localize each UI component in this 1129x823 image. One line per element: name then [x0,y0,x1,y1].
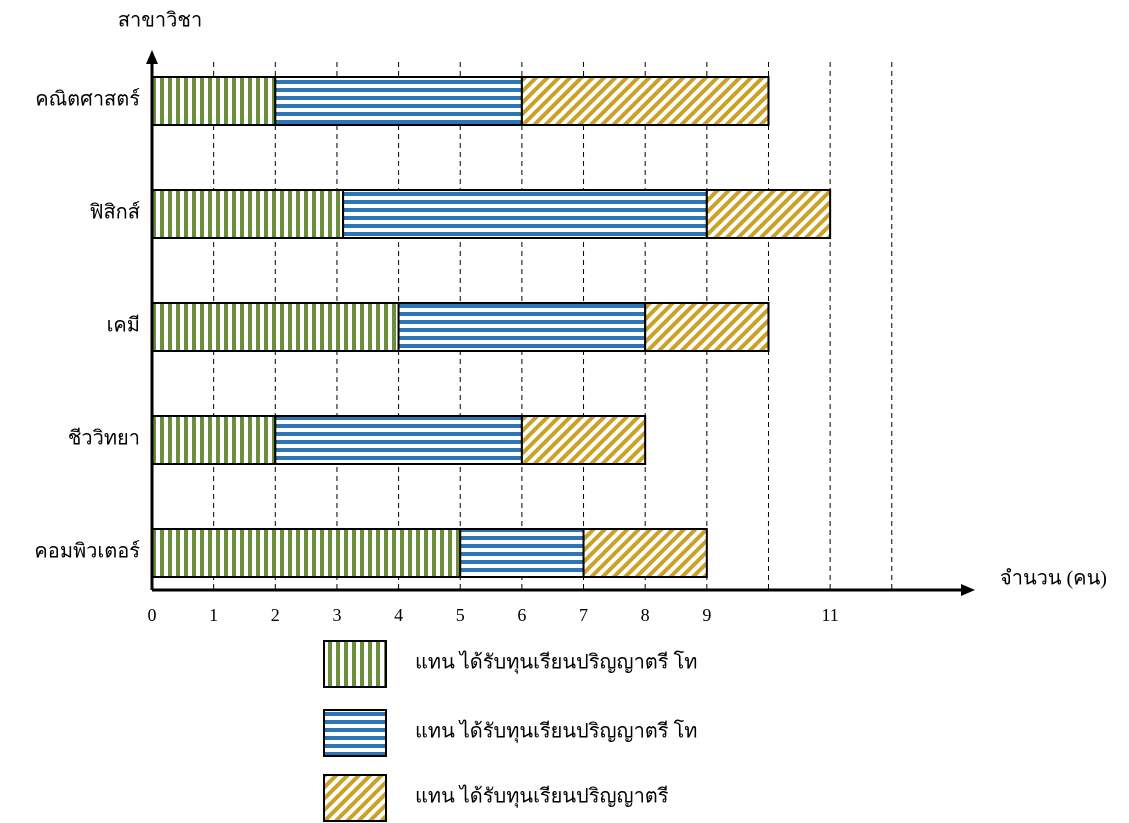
bar-segment [274,415,523,465]
bar-segment [151,76,277,126]
y-axis-title: สาขาวิชา [118,10,202,32]
x-tick-label: 0 [148,605,157,625]
x-tick-label: 9 [702,605,711,625]
x-tick-label: 7 [579,605,588,625]
legend-label: แทน ได้รับทุนเรียนปริญญาตรี โท [415,651,697,675]
x-tick-label: 3 [332,605,341,625]
x-axis-arrow [961,584,975,596]
legend-swatch [323,640,387,688]
bar-segment [151,189,345,239]
bar-segment [644,302,770,352]
bar-segment [520,76,770,126]
x-axis-title: จำนวน (คน) [1000,568,1107,590]
y-tick-label: คอมพิวเตอร์ [34,540,140,563]
y-tick-label: ฟิสิกส์ [89,201,140,224]
y-tick-label: คณิตศาสตร์ [35,88,140,111]
x-tick-label: 1 [209,605,218,625]
bar-segment [520,415,647,465]
x-tick-label: 2 [271,605,280,625]
y-axis-arrow [146,50,158,64]
legend-label: แทน ได้รับทุนเรียนปริญญาตรี โท [415,720,697,744]
bar-segment [459,528,585,578]
y-tick-label: ชีววิทยา [68,428,140,450]
x-tick-label: 5 [456,605,465,625]
x-tick-label: 6 [517,605,526,625]
bar-segment [151,528,462,578]
x-tick-label: 11 [821,605,838,625]
bar-segment [342,189,708,239]
x-tick-label: 4 [394,605,403,625]
bar-segment [151,415,277,465]
x-tick-label: 8 [641,605,650,625]
bar-segment [705,189,832,239]
y-tick-label: เคมี [107,315,140,337]
bar-segment [397,302,647,352]
bar-segment [582,528,708,578]
bar-segment [151,302,400,352]
bar-segment [274,76,523,126]
legend-swatch [323,709,387,757]
legend-swatch [323,774,387,822]
legend-label: แทน ได้รับทุนเรียนปริญญาตรี [415,785,669,809]
